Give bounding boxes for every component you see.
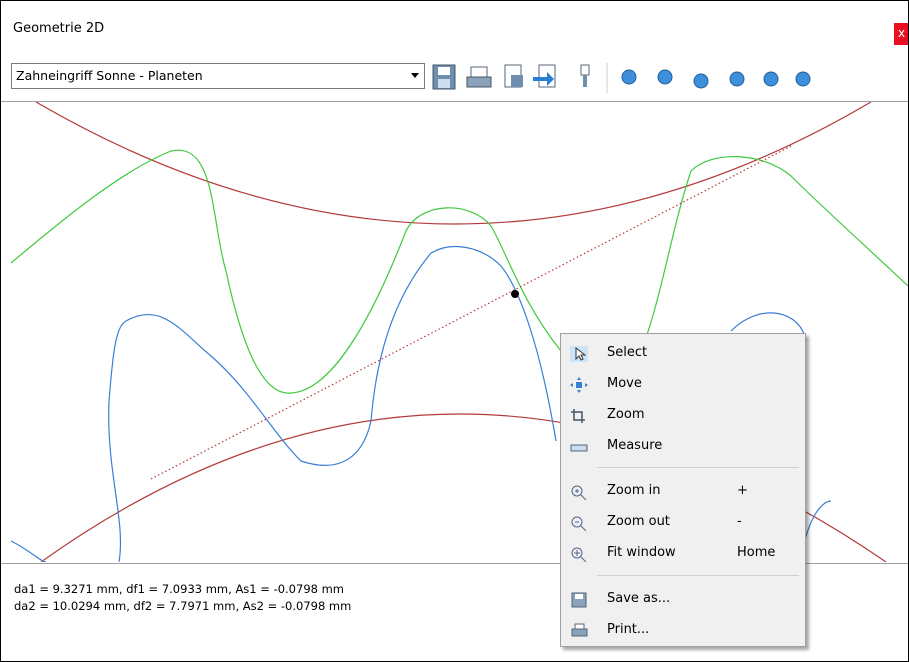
menu-item[interactable]: Save as... [561,586,805,614]
menu-item[interactable]: Zoom in + [561,478,805,506]
zoom-icon [571,409,585,423]
menu-label: Print... [607,622,650,637]
zoom-in-icon [571,485,587,500]
gear-icon[interactable] [621,69,637,85]
addendum-circle [35,102,872,225]
gear-profile-green [10,149,908,394]
status-line: da2 = 10.0294 mm, df2 = 7.7971 mm, As2 =… [14,599,352,613]
export-icon[interactable] [504,64,523,88]
measure-icon [570,444,588,452]
fit-window-icon [571,547,587,562]
menu-label: Select [607,345,648,360]
menu-shortcut: - [737,514,742,529]
gear-icon[interactable] [763,71,779,87]
menu-separator [597,575,799,576]
toolbar-icons [432,63,811,93]
menu-label: Fit window [607,545,676,560]
menu-shortcut: Home [737,545,776,560]
menu-separator [597,467,799,468]
contact-point [511,290,519,298]
toolbar: Zahneingriff Sonne - Planeten [1,57,908,102]
menu-item[interactable]: Zoom out - [561,509,805,537]
menu-label: Move [607,376,642,391]
dropdown-text: Zahneingriff Sonne - Planeten [16,68,203,83]
print-icon [571,623,588,637]
print-icon[interactable] [466,66,492,88]
select-icon [570,346,588,362]
move-icon [570,377,588,393]
menu-label: Zoom [607,407,645,422]
gear-icon[interactable] [657,69,673,85]
menu-label: Zoom out [607,514,670,529]
menu-item[interactable]: Print... [561,617,805,645]
gear-icon[interactable] [795,71,811,87]
close-button[interactable]: x [894,23,908,45]
menu-item[interactable]: Select [561,340,805,368]
menu-item[interactable]: Move [561,371,805,399]
line-of-action [150,145,792,480]
window-title: Geometrie 2D [13,21,105,36]
status-line: da1 = 9.3271 mm, df1 = 7.0933 mm, As1 = … [14,582,345,596]
save-icon[interactable] [432,64,456,90]
menu-label: Measure [607,438,663,453]
title-bar: Geometrie 2D x [1,1,908,53]
dropdown-arrow [411,73,419,78]
context-menu: Select Move Zoom Measure Zoom in + Zoom o… [560,333,806,647]
gear-profile-blue [10,246,832,562]
gear-icon[interactable] [693,73,709,89]
view-dropdown[interactable]: Zahneingriff Sonne - Planeten [11,63,425,89]
gear-icon[interactable] [729,71,745,87]
menu-item[interactable]: Measure [561,433,805,461]
status-area: da1 = 9.3271 mm, df1 = 7.0933 mm, As1 = … [1,563,908,661]
menu-label: Save as... [607,591,671,606]
settings-icon[interactable] [580,64,590,87]
menu-label: Zoom in [607,483,661,498]
import-icon[interactable] [533,64,556,88]
zoom-out-icon [571,516,587,531]
menu-item[interactable]: Fit window Home [561,540,805,568]
save-as-icon [571,592,587,608]
menu-shortcut: + [737,483,748,498]
menu-item[interactable]: Zoom [561,402,805,430]
